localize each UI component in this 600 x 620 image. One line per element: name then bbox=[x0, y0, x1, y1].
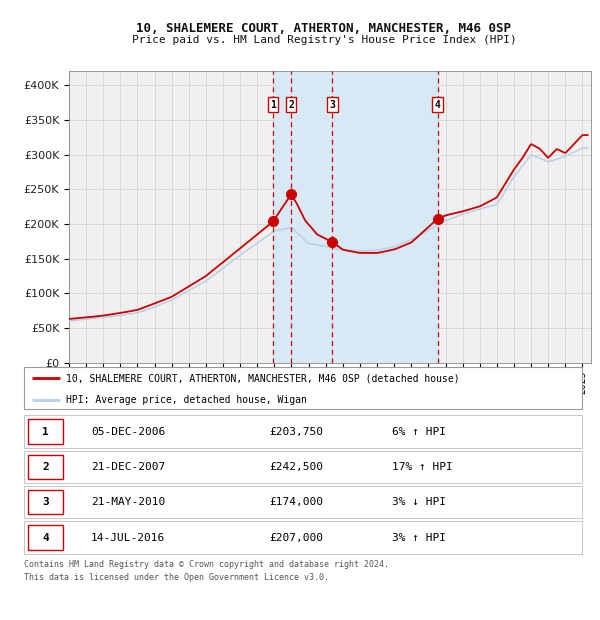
Text: 17% ↑ HPI: 17% ↑ HPI bbox=[392, 462, 453, 472]
Text: £174,000: £174,000 bbox=[269, 497, 323, 507]
FancyBboxPatch shape bbox=[28, 525, 63, 550]
Text: 14-JUL-2016: 14-JUL-2016 bbox=[91, 533, 165, 542]
Text: This data is licensed under the Open Government Licence v3.0.: This data is licensed under the Open Gov… bbox=[24, 574, 329, 583]
FancyBboxPatch shape bbox=[24, 451, 582, 483]
FancyBboxPatch shape bbox=[28, 490, 63, 515]
FancyBboxPatch shape bbox=[28, 454, 63, 479]
Bar bbox=[273, 71, 437, 363]
FancyBboxPatch shape bbox=[24, 415, 582, 448]
Text: 21-MAY-2010: 21-MAY-2010 bbox=[91, 497, 165, 507]
Text: 21-DEC-2007: 21-DEC-2007 bbox=[91, 462, 165, 472]
Text: 10, SHALEMERE COURT, ATHERTON, MANCHESTER, M46 0SP (detached house): 10, SHALEMERE COURT, ATHERTON, MANCHESTE… bbox=[66, 373, 460, 383]
Text: Contains HM Land Registry data © Crown copyright and database right 2024.: Contains HM Land Registry data © Crown c… bbox=[24, 560, 389, 569]
FancyBboxPatch shape bbox=[28, 419, 63, 444]
Text: 3: 3 bbox=[329, 100, 335, 110]
FancyBboxPatch shape bbox=[24, 486, 582, 518]
Text: 1: 1 bbox=[43, 427, 49, 436]
Text: 3% ↑ HPI: 3% ↑ HPI bbox=[392, 533, 446, 542]
Text: 05-DEC-2006: 05-DEC-2006 bbox=[91, 427, 165, 436]
Text: 6% ↑ HPI: 6% ↑ HPI bbox=[392, 427, 446, 436]
Text: 4: 4 bbox=[43, 533, 49, 542]
Text: HPI: Average price, detached house, Wigan: HPI: Average price, detached house, Wiga… bbox=[66, 395, 307, 405]
Text: 3: 3 bbox=[43, 497, 49, 507]
FancyBboxPatch shape bbox=[24, 521, 582, 554]
Text: 3% ↓ HPI: 3% ↓ HPI bbox=[392, 497, 446, 507]
Text: 1: 1 bbox=[270, 100, 276, 110]
Text: £207,000: £207,000 bbox=[269, 533, 323, 542]
Text: 10, SHALEMERE COURT, ATHERTON, MANCHESTER, M46 0SP: 10, SHALEMERE COURT, ATHERTON, MANCHESTE… bbox=[137, 22, 511, 35]
Text: £203,750: £203,750 bbox=[269, 427, 323, 436]
Text: £242,500: £242,500 bbox=[269, 462, 323, 472]
Text: 2: 2 bbox=[288, 100, 294, 110]
Text: 2: 2 bbox=[43, 462, 49, 472]
Text: Price paid vs. HM Land Registry's House Price Index (HPI): Price paid vs. HM Land Registry's House … bbox=[131, 35, 517, 45]
Text: 4: 4 bbox=[435, 100, 440, 110]
FancyBboxPatch shape bbox=[24, 367, 582, 409]
